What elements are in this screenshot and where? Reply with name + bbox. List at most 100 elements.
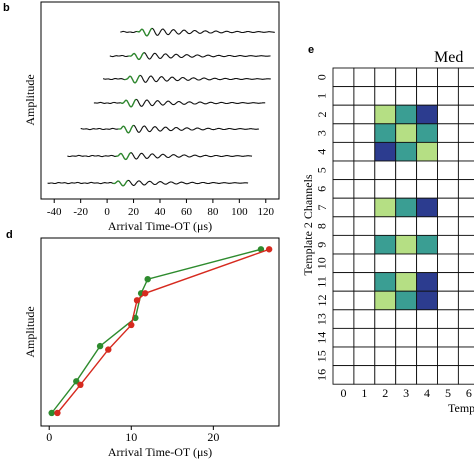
col-label: 2 xyxy=(382,386,388,400)
row-label: 12 xyxy=(315,295,329,307)
heatmap-cell xyxy=(353,160,376,181)
row-label: 1 xyxy=(315,93,329,99)
heatmap-cell xyxy=(457,179,474,199)
data-point xyxy=(265,246,273,253)
heatmap-cell xyxy=(437,234,459,255)
heatmap-cell xyxy=(332,216,355,236)
x-tick-label: 120 xyxy=(258,206,275,218)
heatmap-cell xyxy=(332,123,355,143)
heatmap-cell xyxy=(353,327,376,348)
waveform-onset-highlight xyxy=(120,98,137,108)
row-label: 15 xyxy=(315,350,329,362)
heatmap-cell xyxy=(457,197,474,218)
waveform-trace xyxy=(80,124,260,134)
heatmap-cell xyxy=(353,67,376,88)
heatmap-cell xyxy=(437,160,459,181)
heatmap-cell xyxy=(353,290,376,311)
heatmap-cell xyxy=(457,346,474,367)
panel-b-letter: b xyxy=(3,2,10,14)
data-point xyxy=(133,297,141,304)
data-point xyxy=(144,276,151,283)
heatmap-cell-filled xyxy=(416,272,438,292)
col-label: 6 xyxy=(466,386,472,400)
heatmap-cell xyxy=(332,365,355,385)
heatmap-cell xyxy=(353,272,376,292)
heatmap-cell xyxy=(416,253,438,274)
waveform-onset-highlight xyxy=(115,152,132,161)
heatmap-cell xyxy=(353,197,376,218)
x-tick-label: 40 xyxy=(155,206,167,218)
row-label: 6 xyxy=(315,186,329,192)
col-label: 0 xyxy=(340,386,346,400)
heatmap-cell xyxy=(353,123,376,143)
row-label: 16 xyxy=(315,369,329,381)
heatmap-cell xyxy=(353,86,376,106)
waveform-trace xyxy=(103,74,271,84)
heatmap-cell-filled xyxy=(416,141,438,162)
heatmap-cell xyxy=(457,160,474,181)
heatmap-cell xyxy=(416,309,438,329)
series-line xyxy=(51,248,262,414)
heatmap-cell xyxy=(332,141,355,162)
heatmap-cell-filled xyxy=(374,197,397,218)
panel-d-frame xyxy=(40,237,280,427)
heatmap-cell xyxy=(395,346,418,367)
col-label: 4 xyxy=(424,386,430,400)
heatmap-cell xyxy=(374,253,397,274)
heatmap-cell xyxy=(395,309,418,329)
x-tick-label: 20 xyxy=(128,206,140,218)
heatmap-cell xyxy=(353,365,376,385)
waveform-onset-highlight xyxy=(118,124,134,134)
heatmap-cell xyxy=(332,197,355,218)
heatmap-cell xyxy=(457,327,474,348)
heatmap-cell xyxy=(437,346,459,367)
heatmap-cell xyxy=(416,67,438,88)
waveform-trace xyxy=(47,179,249,187)
heatmap-cell xyxy=(332,160,355,181)
waveform-trace xyxy=(93,98,266,108)
row-label: 5 xyxy=(315,167,329,173)
x-tick-label: -20 xyxy=(73,206,88,218)
waveform-trace xyxy=(67,152,253,160)
x-tick-label: 100 xyxy=(231,206,248,218)
heatmap-cell xyxy=(437,86,459,106)
heatmap-cell xyxy=(332,234,355,255)
panel-d-xlabel: Arrival Time-OT (μs) xyxy=(108,445,212,459)
heatmap-cell xyxy=(353,253,376,274)
heatmap-cell xyxy=(332,67,355,88)
heatmap-cell xyxy=(457,272,474,292)
heatmap-cell xyxy=(437,253,459,274)
x-tick-label: 10 xyxy=(125,430,137,444)
heatmap-cell-filled xyxy=(416,234,438,255)
heatmap-cell xyxy=(395,216,418,236)
heatmap-cell xyxy=(332,327,355,348)
panel-e-letter: e xyxy=(308,44,314,56)
x-tick-label: 0 xyxy=(104,206,110,218)
heatmap-cell xyxy=(457,67,474,88)
col-label: 1 xyxy=(361,386,367,400)
x-tick-label: 60 xyxy=(181,206,193,218)
heatmap-cell xyxy=(416,327,438,348)
heatmap-cell xyxy=(353,104,376,125)
heatmap-cell xyxy=(457,104,474,125)
heatmap-cell xyxy=(457,141,474,162)
heatmap-cell-filled xyxy=(395,272,418,292)
data-point xyxy=(54,409,61,417)
panel-d-arrival-plot: 0 10 20 Arrival Time-OT (μs) Amplitude xyxy=(23,237,280,459)
heatmap-cell xyxy=(416,216,438,236)
heatmap-cell xyxy=(374,327,397,348)
row-label: 11 xyxy=(315,276,329,288)
heatmap-cell xyxy=(353,309,376,329)
heatmap-cell xyxy=(395,365,418,385)
heatmap-cell xyxy=(437,104,459,125)
series-line xyxy=(56,248,270,414)
heatmap-cell xyxy=(437,327,459,348)
data-point xyxy=(128,321,135,329)
x-tick-label: -40 xyxy=(47,206,62,218)
heatmap-cell xyxy=(374,346,397,367)
x-tick-label: 80 xyxy=(207,206,219,218)
heatmap-cell xyxy=(457,123,474,143)
row-label: 7 xyxy=(315,205,329,211)
panel-b-waveforms: -40 -20 0 20 40 60 80 100 120 Arrival Time-OT (μ… xyxy=(23,1,280,233)
heatmap-cell-filled xyxy=(374,123,397,143)
